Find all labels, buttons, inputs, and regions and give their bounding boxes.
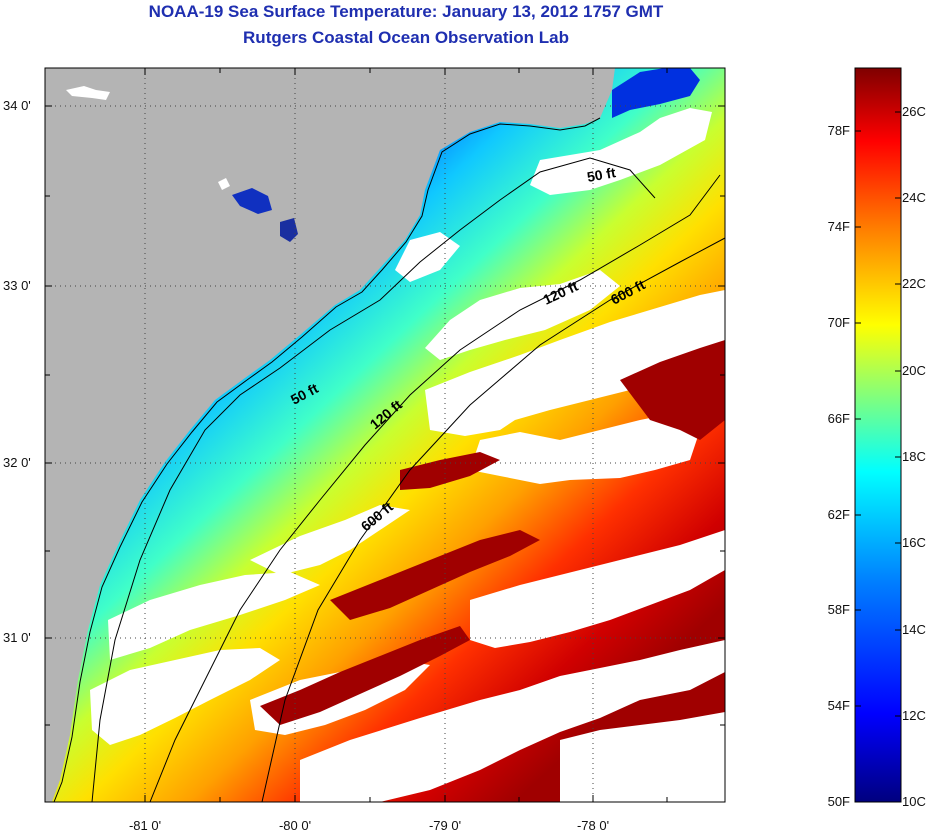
colorbar-f-label: 54F — [827, 698, 850, 713]
colorbar-f-label: 66F — [827, 411, 850, 426]
lon-tick-label: -80 0' — [278, 818, 312, 833]
colorbar-ticks — [855, 111, 901, 717]
colorbar-c-label: 10C — [902, 794, 926, 809]
land-speck — [218, 178, 230, 190]
contour-label-50ft: 50 ft — [586, 164, 617, 185]
colorbar-f-label: 74F — [827, 219, 850, 234]
colorbar-c-label: 22C — [902, 276, 926, 291]
lon-tick-label: -79 0' — [428, 818, 462, 833]
colorbar-c-label: 16C — [902, 535, 926, 550]
land-speck — [66, 86, 110, 100]
lat-tick-label: 32 0' — [3, 455, 31, 470]
lat-tick-label: 31 0' — [3, 630, 31, 645]
contour-lines — [91, 157, 725, 802]
colorbar-c-label: 14C — [902, 622, 926, 637]
colorbar-gradient — [854, 67, 902, 803]
coastline — [53, 117, 601, 802]
coastal-cold-strip — [612, 68, 700, 118]
axis-ticks — [45, 68, 725, 802]
lat-tick-label: 34 0' — [3, 98, 31, 113]
inland-blue-patch — [280, 218, 298, 242]
lon-tick-label: -81 0' — [128, 818, 162, 833]
land-mass — [45, 68, 615, 802]
colorbar-f-label: 62F — [827, 507, 850, 522]
contour-120ft — [149, 174, 721, 802]
lon-tick-label: -78 0' — [576, 818, 610, 833]
colorbar-c-label: 18C — [902, 449, 926, 464]
colorbar-c-label: 24C — [902, 190, 926, 205]
contour-50ft — [91, 157, 656, 802]
contour-600ft — [261, 237, 725, 802]
colorbar-f-label: 78F — [827, 123, 850, 138]
colorbar-c-label: 20C — [902, 363, 926, 378]
map-frame — [44, 67, 726, 803]
inland-blue-patch — [232, 188, 272, 214]
colorbar-c-label: 26C — [902, 104, 926, 119]
lat-tick-label: 33 0' — [3, 278, 31, 293]
grid-lines — [45, 68, 725, 802]
warm-streaks — [260, 340, 725, 725]
colorbar-c-label: 12C — [902, 708, 926, 723]
colorbar-f-label: 70F — [827, 315, 850, 330]
colorbar-f-label: 58F — [827, 602, 850, 617]
map-title: NOAA-19 Sea Surface Temperature: January… — [148, 2, 664, 21]
colorbar-f-label: 50F — [827, 794, 850, 809]
map-subtitle: Rutgers Coastal Ocean Observation Lab — [243, 28, 569, 47]
